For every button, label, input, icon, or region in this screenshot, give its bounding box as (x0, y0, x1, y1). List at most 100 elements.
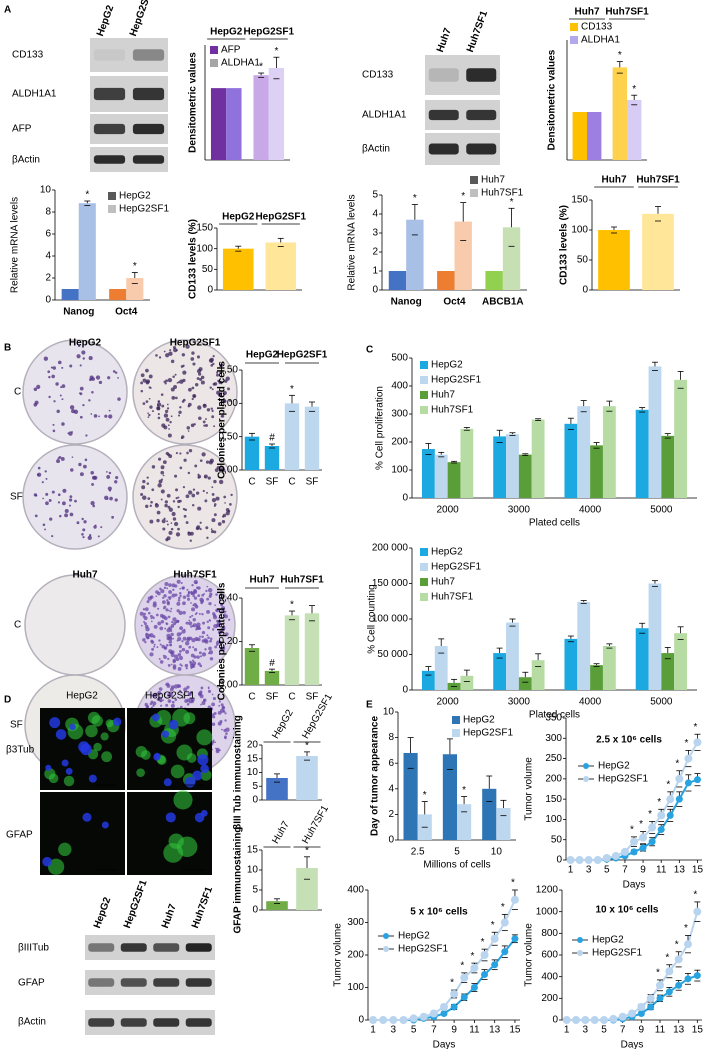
y-tick-label: 100 (347, 982, 364, 993)
colony (178, 410, 182, 414)
y-axis-label: CD133 levels (%) (188, 219, 199, 299)
colony (212, 355, 215, 358)
colony (61, 398, 64, 401)
colony (85, 434, 88, 437)
data-point (572, 1016, 580, 1024)
row-label: CD133 (362, 70, 394, 81)
colony (227, 387, 230, 391)
bar (264, 446, 280, 470)
colony (165, 353, 170, 358)
colony (173, 385, 178, 389)
column-label: HepG2SF1 (145, 691, 195, 702)
colony (224, 502, 226, 504)
bar (434, 645, 448, 690)
colony (215, 609, 218, 612)
y-tick-label: 0 (252, 905, 258, 916)
colony (174, 698, 178, 702)
legend-label: ALDHA1 (581, 35, 620, 46)
colony (179, 452, 182, 455)
bar (602, 406, 616, 498)
legend-swatch (452, 729, 460, 737)
y-tick-label: 400 (391, 381, 408, 392)
colony (212, 715, 216, 719)
colony (166, 403, 169, 406)
colony (160, 465, 165, 470)
cell-stain (63, 775, 75, 787)
x-tick-label: 1 (564, 1025, 570, 1036)
colony (160, 620, 165, 624)
y-tick-label: 300 (545, 733, 562, 744)
colony (171, 395, 176, 400)
colony (166, 600, 170, 604)
colony (192, 362, 196, 366)
colony (181, 435, 185, 439)
colony-dish (22, 444, 128, 550)
significance-mark: * (675, 939, 679, 950)
legend-swatch (420, 563, 428, 571)
colony (187, 430, 190, 432)
data-point (637, 1010, 645, 1017)
colony (221, 468, 226, 473)
bar (661, 653, 675, 690)
data-point (511, 935, 519, 943)
colony (223, 614, 228, 619)
colony (79, 392, 83, 396)
colony (198, 612, 201, 615)
colony (82, 357, 85, 360)
colony (146, 600, 150, 604)
y-tick-label: 0 (402, 493, 408, 504)
colony (167, 424, 170, 427)
blot-band (93, 123, 126, 135)
row-label: βActin (12, 155, 40, 166)
colony (182, 398, 186, 402)
blot-strip (90, 38, 168, 72)
y-tick-label: 0,40 (219, 593, 239, 604)
x-tick-label: Nanog (63, 307, 94, 318)
bar (421, 449, 435, 498)
colony (166, 587, 169, 590)
colony (61, 422, 65, 426)
colony (197, 662, 201, 666)
data-point (630, 848, 638, 856)
colony (207, 476, 211, 480)
bar (460, 428, 474, 498)
row-label: SF (10, 492, 23, 503)
colony (181, 353, 186, 357)
colony (159, 643, 162, 646)
colony (163, 586, 167, 590)
colony (172, 375, 175, 378)
colony (81, 517, 84, 521)
bar (587, 112, 602, 160)
data-point (450, 990, 459, 998)
colony (163, 350, 166, 353)
row-label: SF (10, 720, 23, 731)
nucleus-stain (61, 759, 69, 767)
bar (577, 601, 591, 690)
colony (146, 705, 149, 709)
colony (194, 613, 197, 616)
bar (244, 648, 260, 685)
bar (612, 67, 627, 160)
colony (169, 651, 174, 655)
legend-label: HepG2 (398, 931, 430, 942)
colony (150, 620, 153, 623)
colony (187, 405, 191, 408)
colony (159, 699, 162, 703)
y-axis-label: Colonies per plated cells (217, 361, 228, 479)
colony (179, 594, 182, 598)
colony (229, 503, 232, 506)
colony (203, 474, 208, 479)
colony (189, 690, 193, 694)
blot-band (428, 143, 459, 155)
colony (163, 605, 167, 609)
colony (221, 706, 226, 710)
colony (71, 431, 73, 433)
legend-label: Huh7 (431, 577, 455, 588)
legend-label: HepG2SF1 (119, 204, 169, 215)
significance-mark: # (269, 658, 275, 669)
chart-title: 2.5 x 10⁶ cells (596, 735, 662, 746)
colony (221, 414, 225, 418)
colony (55, 382, 59, 386)
colony (157, 607, 160, 610)
colony (202, 403, 207, 408)
